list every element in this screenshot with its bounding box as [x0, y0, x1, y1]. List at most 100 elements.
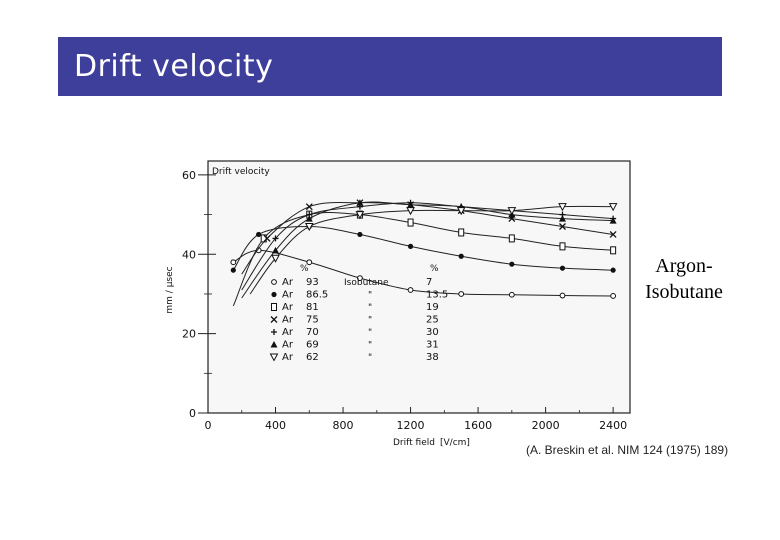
data-point-s6	[609, 217, 617, 224]
legend-gas-4: Ar	[282, 315, 294, 326]
data-point-s1	[306, 259, 313, 266]
data-point-s1	[407, 287, 414, 293]
title-bar: Drift velocity	[58, 37, 722, 96]
data-point-s4	[559, 223, 566, 230]
citation: (A. Breskin et al. NIM 124 (1975) 189)	[526, 443, 729, 457]
x-tick-label: 1600	[464, 419, 492, 432]
page-title: Drift velocity	[74, 49, 274, 84]
gas-mixture-label-line1: Argon-	[655, 255, 713, 277]
legend-ditto-3: "	[368, 303, 372, 313]
data-point-s2	[230, 267, 236, 273]
gas-mixture-label-line2: Isobutane	[645, 281, 723, 303]
data-point-s6	[558, 215, 566, 222]
legend-header-iso: %	[430, 264, 439, 274]
y-tick-label: 40	[182, 248, 196, 261]
data-point-s1	[357, 275, 363, 281]
data-point-s2	[458, 253, 464, 259]
legend-header-ar: %	[300, 264, 309, 274]
legend-gas-2: Ar	[282, 290, 294, 301]
y-tick-label: 0	[189, 407, 196, 420]
legend-iso-pct-3: 19	[426, 302, 439, 313]
x-tick-label: 400	[265, 419, 286, 432]
data-point-s7	[355, 211, 365, 220]
legend-marker-4	[270, 316, 278, 323]
data-point-s7	[271, 254, 280, 263]
legend-ar-pct-5: 70	[306, 327, 319, 338]
data-point-s2	[357, 231, 363, 238]
x-tick-label: 2000	[532, 419, 560, 432]
legend-ditto-7: "	[368, 353, 372, 363]
drift-velocity-chart: Drift velocity 0 20 40 60 0 400 800 1200 1600 2000…	[165, 160, 631, 448]
legend-iso-pct-2: 13.5	[426, 290, 448, 301]
legend-iso-pct-5: 30	[426, 327, 439, 338]
legend-gas-5: Ar	[282, 327, 294, 338]
legend-ditto-2: "	[368, 291, 372, 301]
legend-ditto-4: "	[368, 316, 372, 326]
legend-ditto-6: "	[368, 341, 372, 351]
legend-marker-6	[270, 341, 278, 348]
legend-gas-6: Ar	[282, 340, 294, 351]
data-point-s6	[305, 215, 313, 222]
data-point-s7	[558, 203, 567, 212]
legend-ditto-5: "	[368, 328, 372, 338]
gas-mixture-label: Argon- Isobutane	[624, 253, 744, 305]
data-point-s2	[407, 243, 414, 249]
data-point-s7	[304, 223, 314, 232]
data-point-s2	[559, 265, 566, 271]
data-point-s3	[407, 218, 414, 227]
data-point-s1	[508, 291, 515, 298]
data-point-s4	[263, 234, 271, 242]
data-point-s7	[507, 207, 517, 216]
data-point-s7	[456, 207, 466, 216]
data-point-s2	[610, 267, 616, 273]
legend-ar-pct-4: 75	[306, 315, 319, 326]
data-point-s3	[610, 246, 617, 255]
data-point-s6	[272, 246, 280, 254]
x-tick-label: 0	[205, 419, 212, 432]
y-tick-label: 60	[182, 169, 196, 182]
legend-gas-3: Ar	[282, 302, 294, 313]
data-point-s3	[508, 234, 515, 243]
data-point-s2	[509, 261, 515, 267]
chart-title: Drift velocity	[212, 167, 270, 177]
x-axis-label: Drift field	[393, 438, 435, 448]
legend-ar-pct-2: 86.5	[306, 290, 328, 301]
x-axis-unit: [V/cm]	[440, 438, 470, 448]
legend-iso-pct-6: 31	[426, 340, 439, 351]
data-point-s6	[356, 199, 364, 206]
data-point-s4	[305, 203, 313, 211]
legend-gas-1: Ar	[282, 277, 294, 288]
legend-ar-pct-6: 69	[306, 340, 319, 351]
legend-ar-pct-1: 93	[306, 277, 319, 288]
x-tick-label: 1200	[397, 419, 425, 432]
data-point-s3	[559, 242, 566, 251]
legend-iso-pct-7: 38	[426, 352, 439, 363]
legend-marker-3	[271, 303, 277, 311]
legend-iso-pct-1: 7	[426, 277, 432, 288]
x-tick-label: 2400	[599, 419, 627, 432]
x-tick-label: 800	[333, 419, 354, 432]
plot-frame	[207, 160, 631, 414]
y-axis-label: mm / μsec	[165, 266, 175, 313]
data-point-s7	[406, 207, 415, 216]
data-point-s3	[458, 228, 465, 237]
data-point-s1	[458, 291, 465, 297]
data-point-s6	[407, 201, 415, 208]
data-point-s7	[608, 203, 618, 212]
data-point-s1	[559, 292, 566, 299]
data-point-s1	[610, 293, 617, 299]
legend-marker-7	[269, 353, 279, 362]
legend-ar-pct-3: 81	[306, 302, 319, 313]
y-tick-label: 20	[182, 328, 196, 341]
data-point-s2	[256, 231, 262, 238]
data-point-s5	[272, 235, 279, 242]
legend-iso-name: Isobutane	[344, 278, 389, 288]
legend-marker-1	[271, 279, 277, 285]
data-point-s4	[609, 230, 617, 238]
legend-gas-7: Ar	[282, 352, 294, 363]
data-point-s1	[230, 259, 237, 266]
legend-ar-pct-7: 62	[306, 352, 319, 363]
legend-marker-5	[271, 329, 277, 335]
legend-marker-2	[271, 291, 277, 298]
legend-iso-pct-4: 25	[426, 315, 439, 326]
